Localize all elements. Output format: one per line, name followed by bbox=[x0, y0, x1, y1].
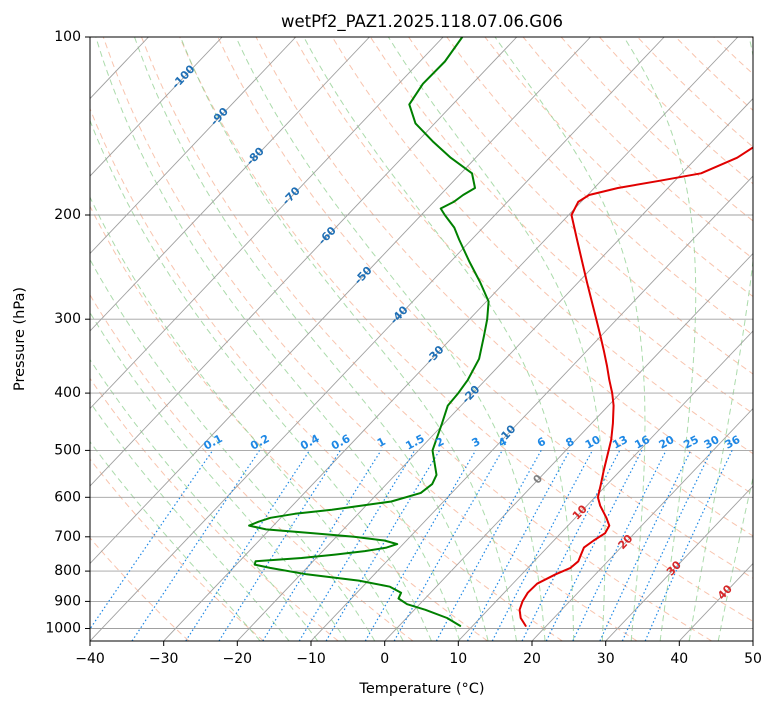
moist-adiabat bbox=[180, 37, 517, 641]
y-tick-label: 400 bbox=[54, 385, 81, 401]
moist-adiabat bbox=[717, 475, 753, 641]
x-tick-label: −30 bbox=[149, 651, 179, 667]
dry-adiabat bbox=[90, 537, 190, 641]
mixing-ratio-line bbox=[466, 450, 571, 641]
mixing-ratio-label: 36 bbox=[723, 433, 743, 452]
x-tick-label: −40 bbox=[75, 651, 105, 667]
background-lines bbox=[90, 37, 753, 641]
y-tick-label: 800 bbox=[54, 563, 81, 579]
dry-adiabat bbox=[293, 37, 753, 496]
skewed-isotherm bbox=[90, 37, 223, 177]
mixing-ratio-line bbox=[644, 450, 733, 641]
x-tick-label: 30 bbox=[597, 651, 615, 667]
moist-adiabat bbox=[90, 358, 319, 641]
dry-adiabat bbox=[141, 37, 712, 641]
skewed-isotherm bbox=[163, 37, 739, 641]
skewed-isotherm bbox=[90, 37, 591, 565]
mixing-ratio-line bbox=[90, 450, 214, 631]
dewpoint-profile-line bbox=[248, 37, 490, 627]
x-tick-label: 40 bbox=[670, 651, 688, 667]
x-tick-label: 20 bbox=[523, 651, 541, 667]
skewed-isotherm bbox=[605, 485, 753, 641]
moist-adiabat bbox=[387, 37, 606, 641]
x-tick-label: 0 bbox=[380, 651, 389, 667]
mixing-ratio-label: 20 bbox=[657, 433, 677, 452]
x-axis-title: Temperature (°C) bbox=[358, 681, 484, 697]
mixing-ratio-label: 13 bbox=[610, 433, 630, 452]
mixing-ratio-line bbox=[393, 450, 503, 641]
moist-adiabat bbox=[90, 440, 261, 641]
moist-adiabat bbox=[134, 37, 489, 641]
dry-adiabat bbox=[179, 37, 753, 622]
skewed-isotherm bbox=[531, 407, 753, 641]
y-tick-label: 300 bbox=[54, 311, 81, 327]
mixing-ratio-label: 16 bbox=[632, 433, 652, 452]
skewed-isotherm bbox=[90, 37, 518, 487]
dry-adiabat bbox=[331, 37, 753, 455]
skewed-isotherm bbox=[310, 175, 753, 641]
skewed-isotherm bbox=[90, 37, 297, 255]
y-tick-label: 200 bbox=[54, 207, 81, 223]
moist-adiabat bbox=[90, 401, 290, 641]
mixing-ratio-line bbox=[262, 450, 382, 641]
skewed-isotherm bbox=[384, 252, 753, 641]
dry-adiabat bbox=[102, 37, 638, 641]
y-axis: 100 200 300 400 500 600 700 800 900 1000 bbox=[45, 29, 90, 637]
mixing-ratio-label: 30 bbox=[702, 433, 722, 452]
moist-adiabat bbox=[623, 37, 697, 641]
moist-adiabat bbox=[90, 119, 432, 641]
y-tick-label: 500 bbox=[54, 442, 81, 458]
dry-adiabat bbox=[90, 458, 264, 641]
mixing-ratio-line bbox=[435, 450, 542, 641]
dry-adiabat bbox=[408, 37, 753, 375]
dry-adiabat bbox=[90, 107, 563, 641]
mixing-ratio-line bbox=[131, 450, 260, 641]
dry-adiabat bbox=[217, 37, 753, 579]
x-axis: −40 −30 −20 −10 0 10 20 30 40 50 bbox=[75, 641, 762, 667]
moist-adiabat bbox=[303, 37, 575, 641]
moist-adiabat bbox=[235, 37, 546, 641]
temperature-profile-line bbox=[518, 146, 753, 627]
x-tick-label: −10 bbox=[296, 651, 326, 667]
mixing-ratio-label: 10 bbox=[583, 433, 603, 452]
mixing-ratio-line bbox=[218, 450, 341, 641]
y-tick-label: 900 bbox=[54, 593, 81, 609]
skewed-isotherm bbox=[90, 37, 665, 641]
plot-frame bbox=[89, 36, 754, 642]
dry-adiabat bbox=[90, 205, 488, 641]
dry-adiabat bbox=[369, 37, 753, 415]
moist-adiabat bbox=[688, 37, 753, 641]
skewed-isotherm bbox=[236, 97, 753, 641]
x-tick-label: 10 bbox=[449, 651, 467, 667]
mixing-ratio-line bbox=[298, 450, 416, 641]
y-tick-label: 600 bbox=[54, 489, 81, 505]
x-tick-label: 50 bbox=[744, 651, 762, 667]
skewed-isotherm bbox=[90, 37, 444, 410]
series-layer bbox=[248, 37, 753, 627]
moist-adiabat bbox=[95, 37, 461, 641]
moist-adiabat bbox=[90, 258, 376, 641]
x-tick-label: −20 bbox=[223, 651, 253, 667]
y-tick-label: 700 bbox=[54, 529, 81, 545]
skewed-isotherm bbox=[90, 37, 370, 332]
mixing-ratio-line bbox=[521, 450, 621, 641]
skewed-isotherm bbox=[457, 330, 753, 641]
moist-adiabat bbox=[90, 311, 347, 641]
y-axis-title: Pressure (hPa) bbox=[12, 287, 28, 391]
dry-adiabat bbox=[446, 37, 753, 336]
chart-title: wetPf2_PAZ1.2025.118.07.06.G06 bbox=[281, 12, 563, 32]
y-tick-label: 100 bbox=[54, 29, 81, 45]
y-tick-label: 1000 bbox=[45, 621, 81, 637]
mixing-ratio-label: 25 bbox=[681, 433, 701, 452]
mixing-ratio-line bbox=[185, 450, 311, 641]
moist-adiabat bbox=[494, 37, 646, 641]
mixing-ratio-line bbox=[545, 450, 643, 641]
